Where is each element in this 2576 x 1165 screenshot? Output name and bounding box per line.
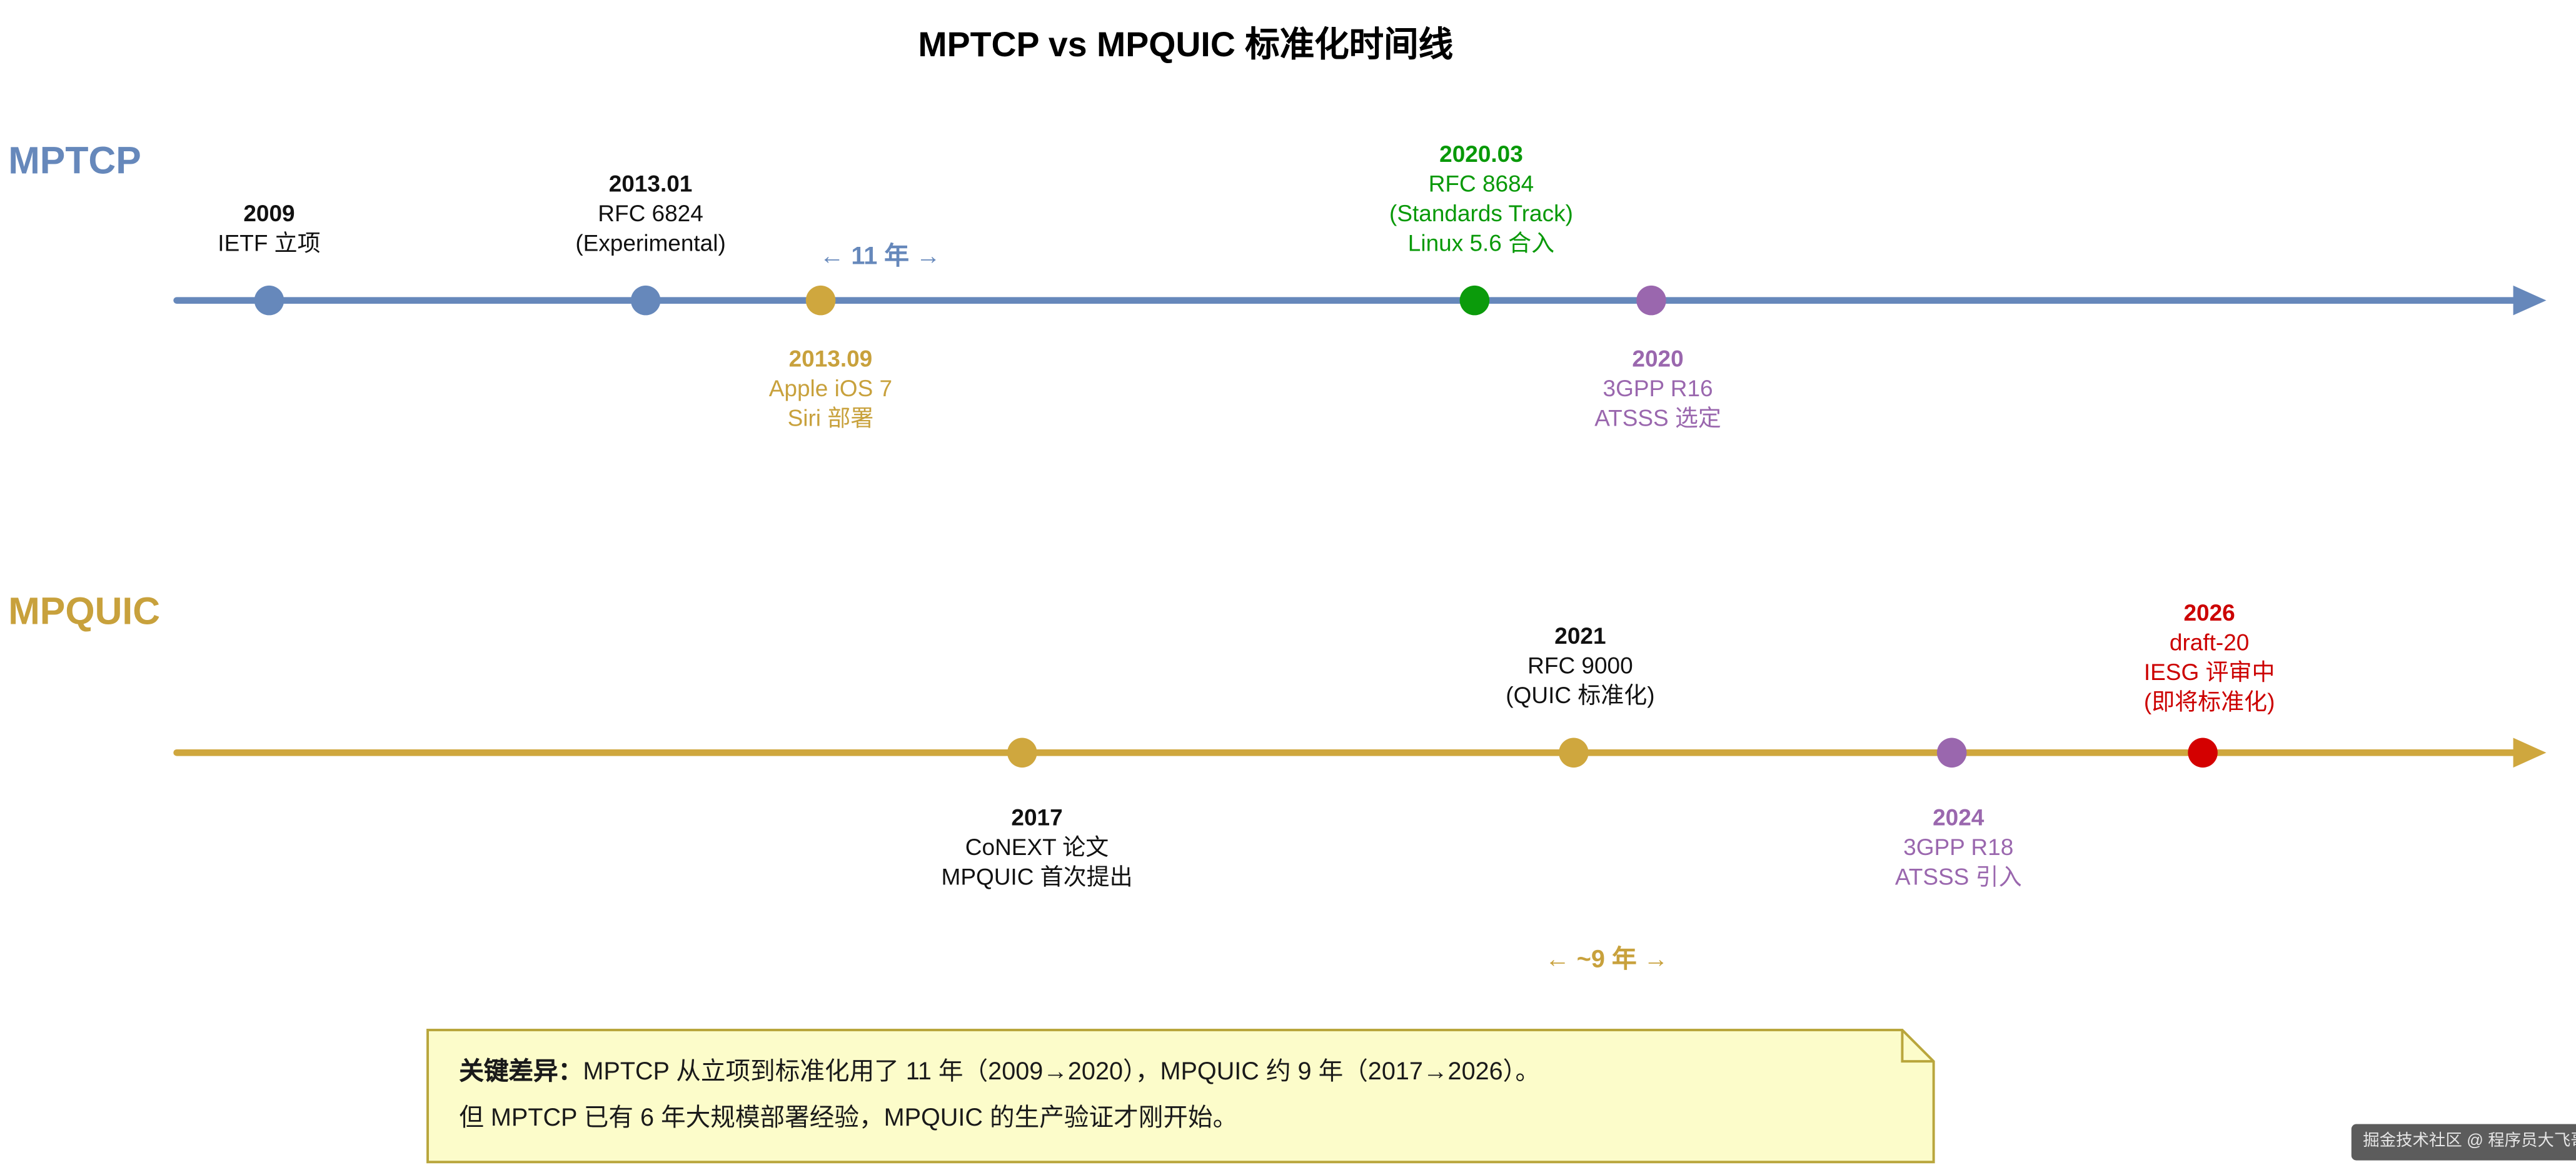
- mptcp-timeline-label: MPTCP: [8, 138, 141, 182]
- mptcp-event-label-2020: 2020 3GPP R16 ATSSS 选定: [1594, 344, 1721, 431]
- mptcp-event-dot-2020: [1636, 285, 1666, 316]
- key-difference-note: 关键差异：MPTCP 从立项到标准化用了 11 年（2009→2020），MPQ…: [426, 1028, 1935, 1164]
- mpquic-timeline-line: [173, 749, 2517, 756]
- mptcp-event-dot-2013-09: [805, 285, 836, 316]
- mptcp-event-dot-2020-03: [1459, 285, 1490, 316]
- page-title: MPTCP vs MPQUIC 标准化时间线: [918, 26, 1454, 64]
- note-shape: [426, 1029, 1935, 1164]
- note-line-1: 关键差异：MPTCP 从立项到标准化用了 11 年（2009→2020），MPQ…: [459, 1058, 1541, 1086]
- mptcp-event-label-2013-09: 2013.09 Apple iOS 7 Siri 部署: [768, 344, 893, 431]
- note-line-2: 但 MPTCP 已有 6 年大规模部署经验，MPQUIC 的生产验证才刚开始。: [459, 1104, 1238, 1132]
- mpquic-event-dot-2026: [2188, 738, 2218, 768]
- watermark-badge: 掘金技术社区 @ 程序员大飞哥: [2351, 1124, 2576, 1161]
- mptcp-event-label-2013-01: 2013.01 RFC 6824 (Experimental): [575, 170, 726, 256]
- note-text: 关键差异：MPTCP 从立项到标准化用了 11 年（2009→2020），MPQ…: [459, 1050, 1892, 1142]
- mptcp-event-label-2020-03: 2020.03 RFC 8684 (Standards Track) Linux…: [1389, 140, 1573, 256]
- mpquic-event-dot-2024: [1936, 738, 1967, 768]
- mptcp-gap-annotation: ← 11 年 →: [819, 242, 941, 271]
- mpquic-event-label-2021: 2021 RFC 9000 (QUIC 标准化): [1506, 622, 1655, 708]
- mptcp-event-dot-2009: [254, 285, 284, 316]
- mpquic-event-dot-2017: [1007, 738, 1037, 768]
- mpquic-gap-annotation: ← ~9 年 →: [1545, 946, 1669, 974]
- mpquic-event-label-2024: 2024 3GPP R18 ATSSS 引入: [1894, 804, 2022, 890]
- mptcp-arrowhead-icon: [2513, 285, 2547, 316]
- mpquic-arrowhead-icon: [2513, 738, 2547, 768]
- mpquic-event-dot-2021: [1559, 738, 1589, 768]
- mptcp-event-label-2009: 2009 IETF 立项: [218, 199, 321, 256]
- mpquic-event-label-2026: 2026 draft-20 IESG 评审中 (即将标准化): [2143, 599, 2275, 715]
- mpquic-event-label-2017: 2017 CoNEXT 论文 MPQUIC 首次提出: [941, 804, 1133, 890]
- mpquic-timeline-label: MPQUIC: [8, 589, 161, 632]
- mptcp-event-dot-2013-01: [630, 285, 661, 316]
- mptcp-timeline-line: [173, 297, 2517, 304]
